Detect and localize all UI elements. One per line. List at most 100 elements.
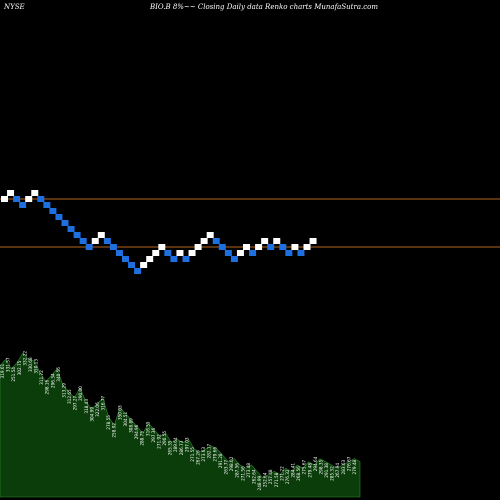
renko-brick — [170, 256, 178, 262]
volume-panel — [0, 352, 361, 498]
volume-label: 350.03 — [117, 405, 122, 420]
volume-label: 296.34 — [50, 373, 55, 388]
volume-label: 267.94 — [335, 463, 340, 478]
chart-caption: BIO.B 8%~~ Closing Daily data Renko char… — [150, 3, 378, 11]
renko-brick — [230, 256, 238, 262]
volume-label: 290.55 — [162, 431, 167, 446]
renko-brick — [134, 268, 142, 274]
volume-label: 291.38 — [324, 463, 329, 478]
renko-brick — [152, 250, 160, 256]
renko-brick — [115, 250, 123, 256]
renko-brick — [279, 244, 287, 250]
volume-label: 319.61 — [0, 363, 5, 378]
renko-brick — [188, 250, 196, 256]
volume-label: 350.13 — [34, 359, 39, 374]
renko-brick — [218, 244, 226, 250]
volume-label: 308.89 — [129, 418, 134, 433]
renko-brick — [25, 196, 33, 202]
volume-label: 316.77 — [101, 395, 106, 410]
renko-brick — [109, 244, 117, 250]
exchange-label: NYSE — [4, 3, 25, 11]
renko-brick — [55, 214, 63, 220]
renko-brick — [31, 190, 39, 196]
volume-label: 271.22 — [279, 466, 284, 481]
volume-label: 294.96 — [134, 424, 139, 439]
renko-brick — [261, 238, 269, 244]
volume-label: 298.16 — [45, 379, 50, 394]
volume-label: 275.67 — [302, 459, 307, 474]
volume-label: 297.36 — [151, 428, 156, 443]
renko-brick — [224, 250, 232, 256]
renko-brick — [267, 244, 275, 250]
renko-brick — [303, 244, 311, 250]
renko-brick — [297, 250, 305, 256]
volume-label: 302.75 — [17, 360, 22, 375]
volume-label: 251.54 — [11, 367, 16, 382]
renko-brick — [37, 196, 45, 202]
volume-label: 298.02 — [229, 456, 234, 471]
volume-label: 313.29 — [62, 383, 67, 398]
volume-label: 287.56 — [235, 463, 240, 478]
renko-brick — [273, 238, 281, 244]
renko-brick — [164, 250, 172, 256]
renko-brick — [200, 238, 208, 244]
renko-brick — [97, 232, 105, 238]
volume-label: 284.41 — [291, 463, 296, 478]
renko-brick — [85, 244, 93, 250]
volume-label: 279.66 — [212, 447, 217, 462]
volume-label: 283.63 — [341, 459, 346, 474]
volume-label: 276.67 — [346, 456, 351, 471]
renko-brick — [103, 238, 111, 244]
volume-label: 273.63 — [201, 447, 206, 462]
volume-label: 279.48 — [352, 459, 357, 474]
volume-area — [0, 352, 361, 498]
renko-brick — [43, 202, 51, 208]
reference-lines — [0, 198, 500, 248]
renko-brick — [236, 250, 244, 256]
volume-label: 276.32 — [285, 469, 290, 484]
volume-label: 257.48 — [268, 469, 273, 484]
volume-label: 330.68 — [28, 357, 33, 372]
renko-brick — [176, 250, 184, 256]
volume-label: 294.64 — [313, 456, 318, 471]
renko-brick — [49, 208, 57, 214]
volume-label: 291.28 — [218, 453, 223, 468]
renko-brick — [182, 256, 190, 262]
volume-label: 262.64 — [251, 469, 256, 484]
volume-label: 271.56 — [240, 466, 245, 481]
volume-label: 278.55 — [106, 415, 111, 430]
volume-label: 298.35 — [319, 459, 324, 474]
renko-brick — [91, 238, 99, 244]
volume-label: 304.51 — [123, 411, 128, 426]
volume-label: 332.22 — [22, 351, 27, 366]
renko-brick — [291, 244, 299, 250]
volume-label: 331.57 — [6, 357, 11, 372]
volume-label: 252.64 — [263, 472, 268, 487]
volume-label: 318.43 — [84, 399, 89, 414]
volume-label: 273.48 — [246, 463, 251, 478]
volume-label: 248.99 — [257, 475, 262, 490]
renko-brick — [146, 256, 154, 262]
renko-brick — [212, 238, 220, 244]
renko-brick — [79, 238, 87, 244]
renko-brick — [285, 250, 293, 256]
renko-brick — [122, 256, 129, 262]
volume-label: 286.73 — [179, 440, 184, 455]
volume-label: 265.35 — [168, 440, 173, 455]
renko-brick — [309, 238, 317, 244]
volume-label: 288.75 — [140, 431, 145, 446]
renko-brick — [73, 232, 81, 238]
volume-label: 311.72 — [39, 370, 44, 385]
volume-label: 285.32 — [330, 466, 335, 481]
volume-label: 258.92 — [112, 423, 117, 438]
renko-brick — [255, 244, 263, 250]
volume-label: 340.56 — [56, 367, 61, 382]
volume-label: 290.00 — [78, 386, 83, 401]
renko-brick — [243, 244, 250, 250]
renko-brick — [13, 196, 21, 202]
renko-brick — [19, 202, 27, 208]
renko-brick — [140, 262, 148, 268]
volume-label: 263.77 — [224, 459, 229, 474]
